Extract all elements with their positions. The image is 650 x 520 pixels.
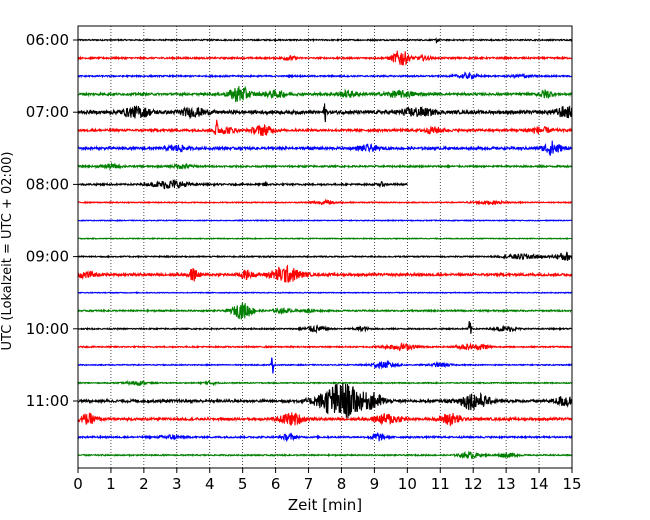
trace-10:00 [77,320,573,334]
y-tick-label: 11:00 [26,392,69,410]
trace-09:45 [77,302,573,320]
x-tick-label-12: 12 [464,475,483,493]
trace-07:45 [77,161,573,171]
x-tick-label-5: 5 [238,475,248,493]
trace-07:30 [77,140,573,156]
x-tick-label-14: 14 [530,475,549,493]
x-tick-label-1: 1 [106,475,116,493]
trace-11:15 [77,412,573,426]
x-tick-label-13: 13 [497,475,516,493]
x-tick-label-11: 11 [431,475,450,493]
trace-06:45 [77,85,573,103]
trace-11:45 [77,450,573,460]
trace-08:30 [77,218,573,222]
x-axis-label: Zeit [min] [288,496,362,514]
seismic-traces [77,37,573,460]
x-tick-label-8: 8 [337,475,347,493]
x-tick-label-6: 6 [271,475,281,493]
plot-frame [77,25,573,469]
x-tick-label-0: 0 [73,475,83,493]
x-tick-label-2: 2 [139,475,149,493]
x-axis-ticks: 0 1 2 3 4 5 6 7 8 9 10 11 12 13 14 15 [73,468,582,493]
y-tick-label: 06:00 [26,31,69,49]
x-tick-label-4: 4 [205,475,215,493]
x-tick-label-9: 9 [370,475,380,493]
y-tick-label: 07:00 [26,103,69,121]
trace-10:45 [77,379,573,387]
y-tick-label: 09:00 [26,248,69,266]
x-tick-label-15: 15 [562,475,581,493]
trace-07:00 [77,103,573,123]
trace-11:30 [77,431,573,443]
trace-06:30 [77,71,573,80]
trace-08:45 [77,236,573,241]
y-axis-ticks: 06:00 07:00 08:00 09:00 10:00 11:00 [26,31,78,410]
trace-11:00 [77,383,573,419]
y-tick-label: 08:00 [26,175,69,193]
x-tick-label-10: 10 [398,475,417,493]
y-tick-label: 10:00 [26,320,69,338]
x-tick-label-7: 7 [304,475,314,493]
y-axis-label: UTC (Lokalzeit = UTC + 02:00) [0,152,15,351]
trace-07:15 [77,119,573,137]
trace-08:15 [77,198,573,206]
trace-09:30 [77,291,573,295]
trace-08:00 [77,179,408,190]
x-tick-label-3: 3 [172,475,182,493]
trace-09:15 [77,264,573,283]
trace-10:30 [77,357,573,374]
trace-06:15 [77,50,573,66]
trace-06:00 [77,37,573,44]
trace-10:15 [77,342,573,352]
trace-09:00 [77,251,573,262]
